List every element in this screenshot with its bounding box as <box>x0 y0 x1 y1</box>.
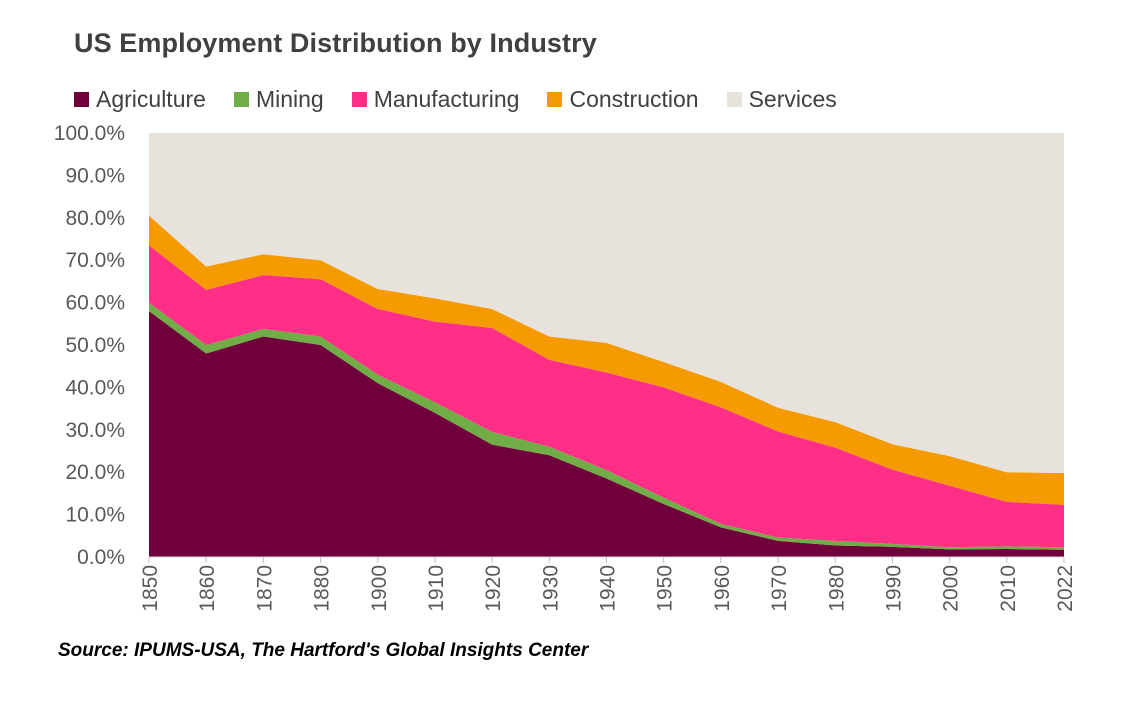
x-tick-label: 1980 <box>825 565 848 612</box>
x-tick-label: 1930 <box>539 565 562 612</box>
x-tick-label: 1910 <box>425 565 448 612</box>
x-tick-label: 1850 <box>139 565 162 612</box>
y-tick-label: 90.0% <box>65 164 125 187</box>
legend-item-construction: Construction <box>547 86 699 113</box>
legend-item-mining: Mining <box>233 86 324 113</box>
y-tick-label: 60.0% <box>65 292 125 315</box>
legend-swatch-construction <box>547 92 563 107</box>
x-tick-label: 1870 <box>253 565 276 612</box>
x-tick-label: 1900 <box>368 565 391 612</box>
legend-item-services: Services <box>726 86 837 113</box>
legend-swatch-services <box>726 92 742 107</box>
y-tick-label: 30.0% <box>65 419 125 442</box>
area-construction <box>149 215 1064 505</box>
area-agriculture <box>149 311 1064 557</box>
x-tick-label: 1920 <box>482 565 505 612</box>
x-tick-label: 2022 <box>1054 565 1077 612</box>
y-tick-label: 70.0% <box>65 249 125 272</box>
x-tick-label: 1940 <box>597 565 620 612</box>
y-tick-label: 40.0% <box>65 376 125 399</box>
legend-label-agriculture: Agriculture <box>96 86 206 112</box>
y-tick-label: 20.0% <box>65 461 125 484</box>
chart-title: US Employment Distribution by Industry <box>74 28 597 58</box>
legend-swatch-manufacturing <box>351 92 367 107</box>
x-tick-label: 1990 <box>882 565 905 612</box>
legend-item-manufacturing: Manufacturing <box>351 86 520 113</box>
y-tick-label: 80.0% <box>65 207 125 230</box>
chart-legend: Agriculture Mining Manufacturing Constru… <box>74 86 865 113</box>
x-tick-label: 2000 <box>940 565 963 612</box>
source-note: Source: IPUMS-USA, The Hartford's Global… <box>58 640 589 661</box>
y-tick-label: 50.0% <box>65 334 125 357</box>
area-manufacturing <box>149 245 1064 548</box>
y-tick-label: 10.0% <box>65 504 125 527</box>
legend-label-services: Services <box>748 86 837 112</box>
x-tick-label: 1950 <box>654 565 677 612</box>
x-tick-label: 1880 <box>311 565 334 612</box>
area-services <box>149 133 1064 474</box>
x-tick-label: 2010 <box>997 565 1020 612</box>
x-tick-label: 1960 <box>711 565 734 612</box>
y-tick-label: 0.0% <box>77 546 125 569</box>
x-tick-label: 1970 <box>768 565 791 612</box>
legend-swatch-agriculture <box>74 92 89 107</box>
y-tick-label: 100.0% <box>54 122 125 145</box>
legend-item-agriculture: Agriculture <box>74 86 206 113</box>
legend-label-construction: Construction <box>569 86 699 112</box>
x-tick-label: 1860 <box>196 565 219 612</box>
legend-label-manufacturing: Manufacturing <box>373 86 520 112</box>
legend-label-mining: Mining <box>255 86 324 112</box>
legend-swatch-mining <box>233 92 249 107</box>
